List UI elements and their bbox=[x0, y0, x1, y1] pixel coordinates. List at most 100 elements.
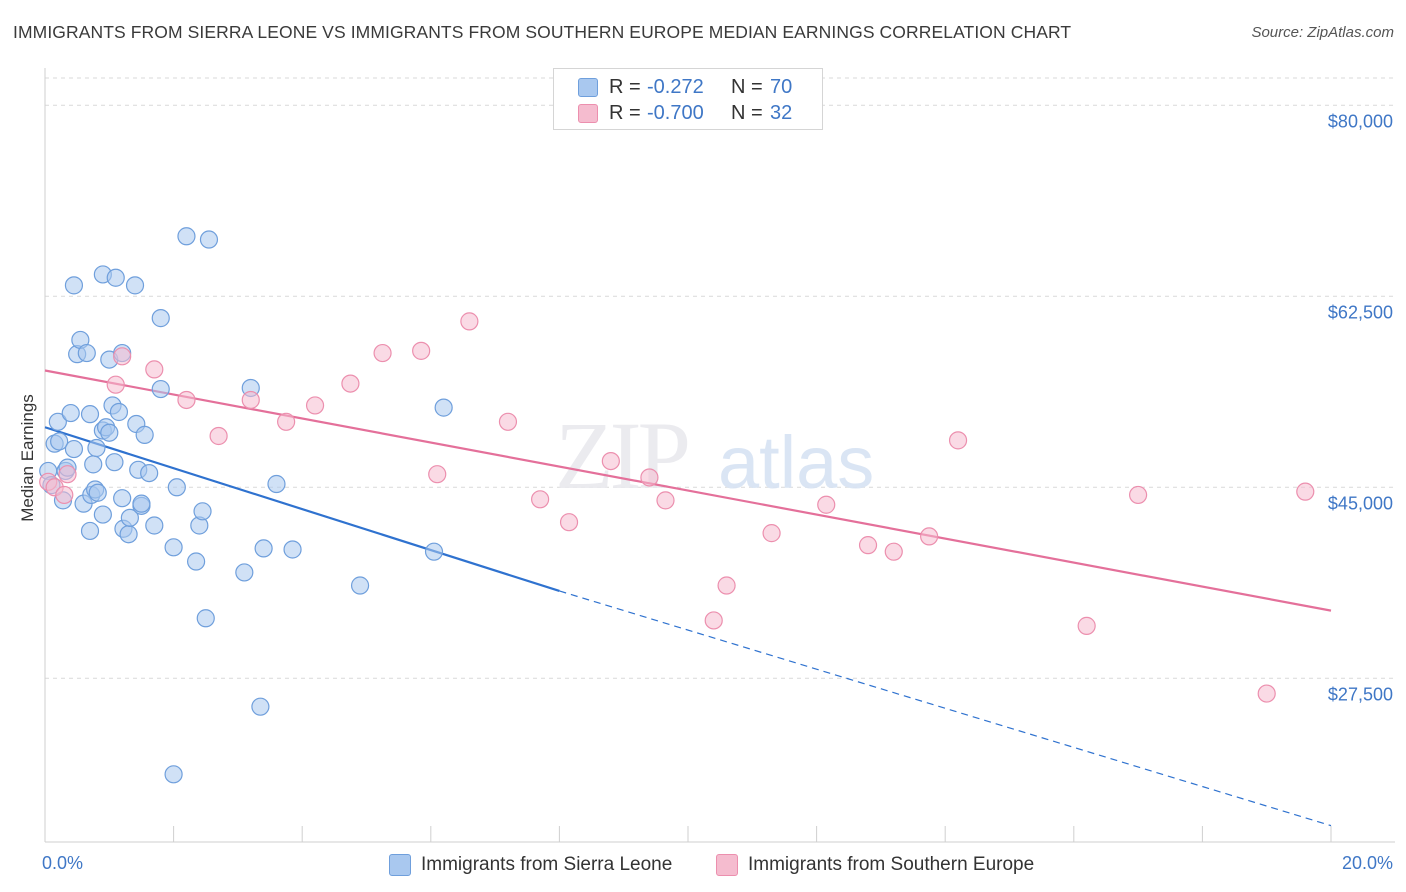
data-point-southern-europe bbox=[145, 360, 164, 379]
x-tick-label: 20.0% bbox=[1342, 853, 1393, 873]
data-point-sierra-leone bbox=[350, 576, 370, 595]
data-point-sierra-leone bbox=[151, 309, 170, 328]
data-point-southern-europe bbox=[460, 312, 479, 331]
data-point-southern-europe bbox=[884, 542, 903, 561]
data-point-southern-europe bbox=[277, 412, 296, 431]
data-point-sierra-leone bbox=[48, 412, 67, 431]
y-tick-label: $62,500 bbox=[1328, 302, 1393, 322]
r-value: -0.272 bbox=[647, 75, 704, 98]
data-point-southern-europe bbox=[1128, 485, 1148, 505]
trend-lines bbox=[44, 369, 1332, 827]
data-point-sierra-leone bbox=[145, 516, 164, 535]
data-point-sierra-leone bbox=[267, 474, 286, 494]
series-sierra-leone bbox=[39, 227, 453, 784]
data-point-sierra-leone bbox=[177, 227, 196, 246]
legend-swatch-blue bbox=[578, 77, 598, 97]
stats-legend: R = -0.272 N = 70 R = -0.700 N = 32 bbox=[553, 68, 823, 130]
data-point-sierra-leone bbox=[196, 609, 215, 628]
data-point-southern-europe bbox=[531, 490, 550, 509]
data-point-southern-europe bbox=[858, 536, 878, 555]
data-point-sierra-leone bbox=[80, 405, 100, 424]
data-point-southern-europe bbox=[1296, 482, 1315, 501]
data-point-sierra-leone bbox=[88, 483, 107, 502]
data-point-sierra-leone bbox=[84, 455, 103, 474]
series-southern-europe bbox=[39, 312, 1315, 703]
data-point-sierra-leone bbox=[193, 502, 212, 521]
data-point-sierra-leone bbox=[64, 276, 84, 295]
data-point-southern-europe bbox=[177, 390, 196, 410]
data-point-sierra-leone bbox=[140, 463, 159, 483]
bottom-legend-swatch-pink bbox=[716, 854, 738, 876]
data-point-sierra-leone bbox=[235, 563, 254, 582]
data-point-southern-europe bbox=[817, 495, 836, 514]
data-point-southern-europe bbox=[640, 468, 659, 487]
data-point-southern-europe bbox=[428, 465, 447, 484]
data-point-southern-europe bbox=[58, 465, 77, 484]
watermark-zip: ZIP bbox=[555, 402, 688, 509]
data-point-southern-europe bbox=[656, 491, 675, 510]
n-value: 32 bbox=[770, 101, 793, 124]
r-label: R = bbox=[609, 101, 641, 124]
r-label: R = bbox=[609, 75, 641, 98]
bottom-legend-sierra-leone: Immigrants from Sierra Leone bbox=[389, 852, 672, 878]
data-point-southern-europe bbox=[1257, 684, 1276, 703]
data-point-southern-europe bbox=[412, 341, 431, 360]
data-point-southern-europe bbox=[373, 343, 392, 363]
data-point-southern-europe bbox=[113, 347, 132, 366]
n-label: N = bbox=[731, 75, 763, 98]
data-point-sierra-leone bbox=[125, 276, 145, 295]
data-point-sierra-leone bbox=[167, 478, 186, 497]
r-value: -0.700 bbox=[647, 101, 704, 124]
data-point-southern-europe bbox=[106, 375, 125, 394]
bottom-legend-label-blue: Immigrants from Sierra Leone bbox=[421, 854, 673, 875]
data-point-sierra-leone bbox=[80, 521, 100, 541]
data-point-southern-europe bbox=[717, 576, 736, 595]
n-label: N = bbox=[731, 101, 763, 124]
data-point-southern-europe bbox=[241, 390, 260, 410]
y-tick-label: $45,000 bbox=[1328, 493, 1393, 513]
data-point-southern-europe bbox=[498, 412, 518, 431]
data-point-sierra-leone bbox=[119, 525, 138, 544]
source-label: Source: ZipAtlas.com bbox=[1251, 24, 1394, 41]
x-tick-label: 0.0% bbox=[42, 853, 83, 873]
data-point-sierra-leone bbox=[254, 539, 273, 558]
data-point-sierra-leone bbox=[187, 552, 206, 571]
data-point-sierra-leone bbox=[106, 268, 125, 287]
stats-legend-row-pink: R = -0.700 N = 32 bbox=[578, 101, 792, 125]
data-point-sierra-leone bbox=[77, 343, 96, 363]
data-point-sierra-leone bbox=[164, 765, 183, 784]
data-point-sierra-leone bbox=[135, 425, 154, 444]
data-point-sierra-leone bbox=[105, 453, 124, 472]
y-tick-label: $27,500 bbox=[1328, 684, 1393, 704]
n-value: 70 bbox=[770, 75, 793, 98]
data-point-sierra-leone bbox=[100, 423, 119, 442]
watermark-atlas: atlas bbox=[718, 421, 874, 504]
bottom-legend-label-pink: Immigrants from Southern Europe bbox=[748, 854, 1035, 875]
data-point-sierra-leone bbox=[283, 540, 302, 559]
y-axis-label: Median Earnings bbox=[18, 394, 37, 522]
trend-line-sierra-leone-extrapolated bbox=[559, 590, 1332, 827]
data-point-sierra-leone bbox=[424, 542, 444, 561]
axes bbox=[44, 68, 1395, 843]
data-point-sierra-leone bbox=[164, 538, 183, 557]
data-point-southern-europe bbox=[305, 396, 325, 415]
legend-swatch-pink bbox=[578, 103, 598, 123]
data-point-sierra-leone bbox=[113, 489, 132, 508]
data-point-southern-europe bbox=[341, 374, 360, 393]
data-point-sierra-leone bbox=[132, 494, 151, 513]
data-point-sierra-leone bbox=[120, 508, 139, 527]
data-point-sierra-leone bbox=[151, 379, 170, 399]
data-point-southern-europe bbox=[209, 426, 228, 446]
data-point-southern-europe bbox=[1077, 616, 1096, 635]
data-point-southern-europe bbox=[762, 524, 781, 543]
data-point-southern-europe bbox=[601, 451, 620, 471]
data-point-southern-europe bbox=[920, 527, 939, 546]
data-point-sierra-leone bbox=[434, 398, 453, 417]
data-point-sierra-leone bbox=[64, 439, 84, 459]
data-point-sierra-leone bbox=[93, 505, 112, 524]
y-tick-label: $80,000 bbox=[1328, 111, 1393, 131]
data-point-sierra-leone bbox=[251, 697, 270, 716]
data-point-sierra-leone bbox=[61, 403, 80, 423]
watermark: ZIP atlas bbox=[555, 402, 874, 509]
